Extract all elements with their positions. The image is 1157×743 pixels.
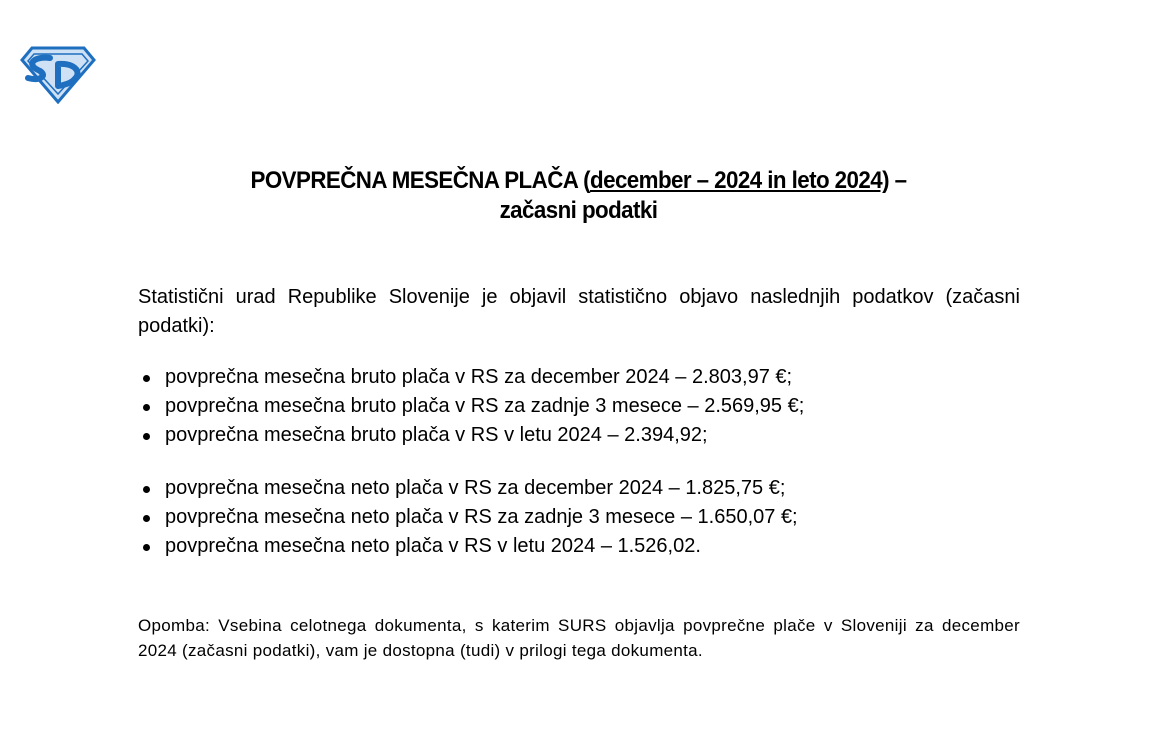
list-item: povprečna mesečna bruto plača v RS za za…: [138, 392, 1028, 421]
title-period: december – 2024 in leto 2024): [590, 167, 890, 194]
bullet-icon: [143, 486, 150, 493]
title-line2: začasni podatki: [499, 197, 658, 224]
list-item: povprečna mesečna bruto plača v RS v let…: [138, 421, 1028, 450]
title-suffix: –: [888, 167, 907, 194]
list-item: povprečna mesečna neto plača v RS v letu…: [138, 532, 1028, 561]
title-main: POVPREČNA MESEČNA PLAČA (: [250, 167, 591, 194]
note-paragraph: Opomba: Vsebina celotnega dokumenta, s k…: [138, 616, 1020, 660]
intro-paragraph: Statistični urad Republike Slovenije je …: [138, 286, 1020, 337]
bullet-icon: [143, 433, 150, 440]
list-item-text: povprečna mesečna bruto plača v RS za de…: [165, 366, 793, 388]
bullet-icon: [143, 544, 150, 551]
list-item: povprečna mesečna neto plača v RS za zad…: [138, 503, 1028, 532]
list-item: povprečna mesečna neto plača v RS za dec…: [138, 474, 1028, 503]
list-item-text: povprečna mesečna bruto plača v RS za za…: [165, 395, 805, 417]
bullet-icon: [143, 404, 150, 411]
bruto-list: povprečna mesečna bruto plača v RS za de…: [138, 363, 1028, 450]
list-item-text: povprečna mesečna neto plača v RS v letu…: [165, 535, 701, 557]
neto-list: povprečna mesečna neto plača v RS za dec…: [138, 474, 1028, 561]
list-item-text: povprečna mesečna neto plača v RS za zad…: [165, 506, 798, 528]
page-title: POVPREČNA MESEČNA PLAČA (december – 2024…: [152, 166, 1005, 226]
bullet-icon: [143, 515, 150, 522]
list-item-text: povprečna mesečna bruto plača v RS v let…: [165, 424, 708, 446]
sd-logo: [20, 46, 96, 104]
list-item-text: povprečna mesečna neto plača v RS za dec…: [165, 477, 786, 499]
list-item: povprečna mesečna bruto plača v RS za de…: [138, 363, 1028, 392]
bullet-icon: [143, 375, 150, 382]
